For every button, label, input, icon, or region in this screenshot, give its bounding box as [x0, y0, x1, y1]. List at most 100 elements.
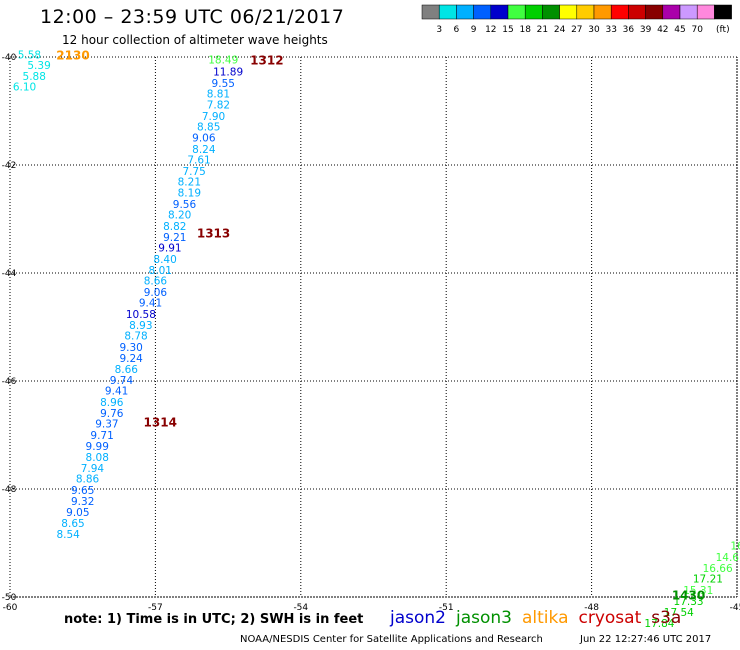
wave-height-label: 7.75	[182, 166, 205, 178]
colorbar-unit: (ft)	[716, 25, 730, 35]
wave-height-label: 8.21	[178, 177, 201, 189]
pass-time-label: 1430	[672, 588, 705, 602]
wave-height-label: 9.06	[192, 132, 216, 144]
legend-satellite-jason3: jason3	[456, 608, 512, 628]
wave-height-label: 9.06	[144, 287, 168, 299]
colorbar-tick-label: 36	[623, 25, 635, 35]
colorbar-tick-label: 15	[502, 25, 513, 35]
wave-height-label: 8.01	[149, 265, 172, 277]
wave-height-label: 17.84	[644, 618, 674, 630]
wave-height-label: 18.49	[208, 55, 238, 67]
wave-height-label: 8.24	[192, 144, 216, 156]
wave-height-label: 8.08	[86, 452, 109, 464]
colorbar-tick-label: 18	[519, 25, 531, 35]
lat-tick-label: -42	[2, 161, 17, 171]
wave-height-label: 17.54	[664, 607, 694, 619]
wave-height-label: 9.32	[71, 496, 94, 508]
legend-satellite-cryosat: cryosat	[578, 608, 642, 628]
credit-line: NOAA/NESDIS Center for Satellite Applica…	[240, 634, 543, 645]
colorbar-tick-label: 9	[471, 25, 477, 35]
wave-height-label: 16.66	[703, 563, 733, 575]
lat-tick-label: -46	[2, 377, 17, 387]
wave-height-label: 17.33	[674, 596, 704, 608]
lon-tick-label: -57	[148, 603, 163, 613]
wave-height-label: 8.66	[144, 276, 168, 288]
wave-height-label: 8.78	[124, 331, 147, 343]
wave-height-label: 7.82	[207, 100, 230, 112]
colorbar-tick-label: 6	[454, 25, 460, 35]
colorbar-swatch	[714, 4, 732, 20]
legend-satellite-s3a: s3a	[651, 608, 682, 628]
lat-tick-label: -44	[2, 269, 17, 279]
wave-height-label: 10.58	[126, 309, 156, 321]
map-frame	[9, 56, 738, 598]
colorbar-tick-label: 24	[554, 25, 566, 35]
colorbar-tick-label: 3	[436, 25, 442, 35]
wave-height-label: 5.58	[18, 49, 41, 61]
corner-lon-label: -60	[3, 603, 18, 613]
wave-height-label: 5.88	[23, 71, 46, 83]
wave-height-label: 8.66	[115, 364, 139, 376]
wave-height-label: 8.19	[178, 188, 201, 200]
wave-height-label: 8.81	[207, 89, 230, 101]
satellite-legend: jason2 jason3 altika cryosat s3a	[390, 608, 691, 628]
colorbar-tick-label: 27	[571, 25, 582, 35]
wave-height-label: 7.61	[187, 155, 210, 167]
wave-height-label: 16	[730, 541, 740, 553]
wave-height-label: 9.71	[90, 430, 113, 442]
lat-tick-label: -48	[2, 485, 17, 495]
colorbar-tick-label: 12	[485, 25, 496, 35]
legend-satellite-altika: altika	[522, 608, 569, 628]
wave-height-label: 9.91	[158, 243, 181, 255]
colorbar-tick-label: 33	[605, 25, 616, 35]
pass-time-label: 2130	[56, 48, 89, 62]
colorbar-tick-label: 30	[588, 25, 600, 35]
wave-height-label: 17.21	[693, 574, 723, 586]
wave-height-label: 9.30	[119, 342, 142, 354]
wave-height-label: 9.21	[163, 232, 186, 244]
units-note: note: 1) Time is in UTC; 2) SWH is in fe…	[64, 612, 364, 627]
wave-height-label: 15.31	[683, 585, 713, 597]
wave-height-label: 9.41	[139, 298, 162, 310]
wave-height-label: 9.99	[86, 441, 109, 453]
wave-height-label: 8.82	[163, 221, 186, 233]
wave-height-label: 8.54	[56, 529, 80, 541]
pass-time-label: 1314	[144, 416, 177, 430]
legend-satellite-jason2: jason2	[390, 608, 446, 628]
lon-tick-label: -45	[730, 603, 740, 613]
lon-tick-label: -51	[439, 603, 454, 613]
wave-height-label: 8.96	[100, 397, 124, 409]
wave-height-colorbar: 3 6 9 12 15 18 21 24 27 30 33 36 39 42 45 70 (ft)	[421, 4, 732, 35]
colorbar-tick-label: 21	[537, 25, 548, 35]
wave-height-label: 8.85	[197, 122, 220, 134]
colorbar-tick-label: 42	[657, 25, 668, 35]
wave-height-label: 8.93	[129, 320, 152, 332]
wave-height-label: 7.90	[202, 111, 225, 123]
wave-height-label: 9.41	[105, 386, 128, 398]
wave-height-label: 9.56	[173, 199, 197, 211]
wave-height-label: 9.24	[119, 353, 143, 365]
wave-height-label: 9.65	[71, 485, 94, 497]
lat-tick-label: -40	[2, 53, 17, 63]
lon-tick-label: -54	[293, 603, 308, 613]
wave-height-label: 8.40	[153, 254, 176, 266]
colorbar-tick-label: 45	[674, 25, 685, 35]
map-subtitle: 12 hour collection of altimeter wave hei…	[62, 33, 328, 47]
map-title: 12:00 – 23:59 UTC 06/21/2017	[40, 6, 345, 28]
wave-height-label: 7.94	[81, 463, 105, 475]
wave-height-label: 5.39	[27, 60, 50, 72]
wave-height-label: 11.89	[213, 67, 243, 79]
generation-timestamp: Jun 22 12:27:46 UTC 2017	[580, 634, 712, 645]
wave-height-label: 9.37	[95, 419, 118, 431]
wave-height-label: 8.65	[61, 518, 84, 530]
wave-height-label: 9.05	[66, 507, 89, 519]
lat-tick-label: -50	[2, 593, 17, 603]
wave-height-label: 8.86	[76, 474, 100, 486]
wave-height-label: 8.20	[168, 210, 191, 222]
colorbar-tick-label: 39	[640, 25, 652, 35]
colorbar-tick-label: 70	[691, 25, 703, 35]
wave-height-label: 6.10	[13, 82, 36, 94]
lon-tick-label: -48	[584, 603, 599, 613]
wave-height-label: 14.6	[716, 552, 740, 564]
